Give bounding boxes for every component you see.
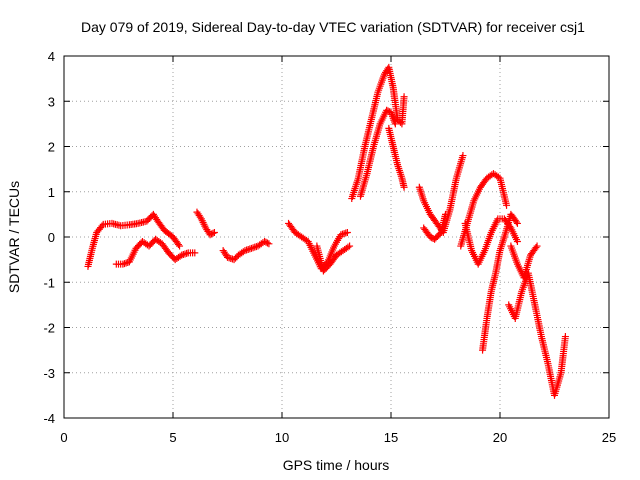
y-tick-label: 2	[48, 140, 55, 155]
y-tick-label: 1	[48, 185, 55, 200]
data-point	[391, 120, 399, 128]
series-arc-6h	[193, 208, 218, 239]
data-point	[400, 183, 408, 191]
data-point	[513, 238, 521, 246]
data-point	[209, 229, 217, 237]
data-point	[263, 239, 271, 247]
data-point	[400, 93, 408, 101]
data-point	[210, 228, 218, 236]
y-tick-label: -4	[43, 411, 55, 426]
data-point	[343, 228, 351, 236]
data-point	[174, 241, 182, 249]
data-point	[191, 249, 199, 257]
series-arc-18-21h-mid	[461, 215, 521, 268]
series-descent-15-16h	[385, 124, 408, 191]
x-tick-label: 15	[384, 430, 398, 445]
axis-ticks: 0 5 10 15 20 25 -4 -3 -2 -1 0 1 2 3 4	[43, 49, 616, 445]
series-arc-16-18h-lower	[420, 210, 449, 243]
series-lower-track	[112, 235, 199, 268]
data-points	[84, 63, 569, 399]
data-point	[532, 244, 540, 252]
series-drop-20-23h	[505, 269, 569, 399]
series-upper-track	[84, 210, 184, 270]
series-peak-lower	[356, 106, 399, 200]
x-tick-label: 10	[275, 430, 289, 445]
series-drop-19-21h	[479, 210, 521, 354]
y-axis-label: SDTVAR / TECUs	[6, 181, 22, 293]
x-tick-label: 20	[493, 430, 507, 445]
series-arc-16-18h	[415, 152, 467, 236]
data-point	[344, 243, 352, 251]
data-point	[442, 210, 449, 218]
y-tick-label: 4	[48, 49, 55, 64]
data-point	[239, 248, 247, 256]
data-point	[265, 240, 273, 248]
y-tick-label: 3	[48, 94, 55, 109]
data-point	[512, 218, 520, 226]
data-point	[176, 242, 184, 250]
data-point	[176, 252, 184, 260]
plot-frame	[63, 55, 610, 419]
data-point	[503, 201, 511, 209]
series-arc-12-13h-lower	[313, 242, 354, 275]
series-arc-7-9h	[219, 238, 273, 264]
data-point	[533, 242, 541, 250]
series-arc-21h-mid	[507, 242, 541, 282]
data-point	[346, 242, 354, 250]
y-tick-label: -1	[43, 275, 55, 290]
chart-title: Day 079 of 2019, Sidereal Day-to-day VTE…	[81, 19, 585, 35]
data-point	[561, 333, 569, 341]
x-tick-label: 5	[169, 430, 176, 445]
series-peak-upper	[348, 63, 408, 203]
y-tick-label: -2	[43, 321, 55, 336]
data-point	[459, 152, 467, 160]
x-tick-label: 25	[602, 430, 616, 445]
x-tick-label: 0	[60, 430, 67, 445]
data-point	[513, 219, 521, 227]
y-tick-label: 0	[48, 230, 55, 245]
data-point	[196, 213, 204, 221]
y-tick-label: -3	[43, 366, 55, 381]
x-axis-label: GPS time / hours	[283, 457, 390, 473]
